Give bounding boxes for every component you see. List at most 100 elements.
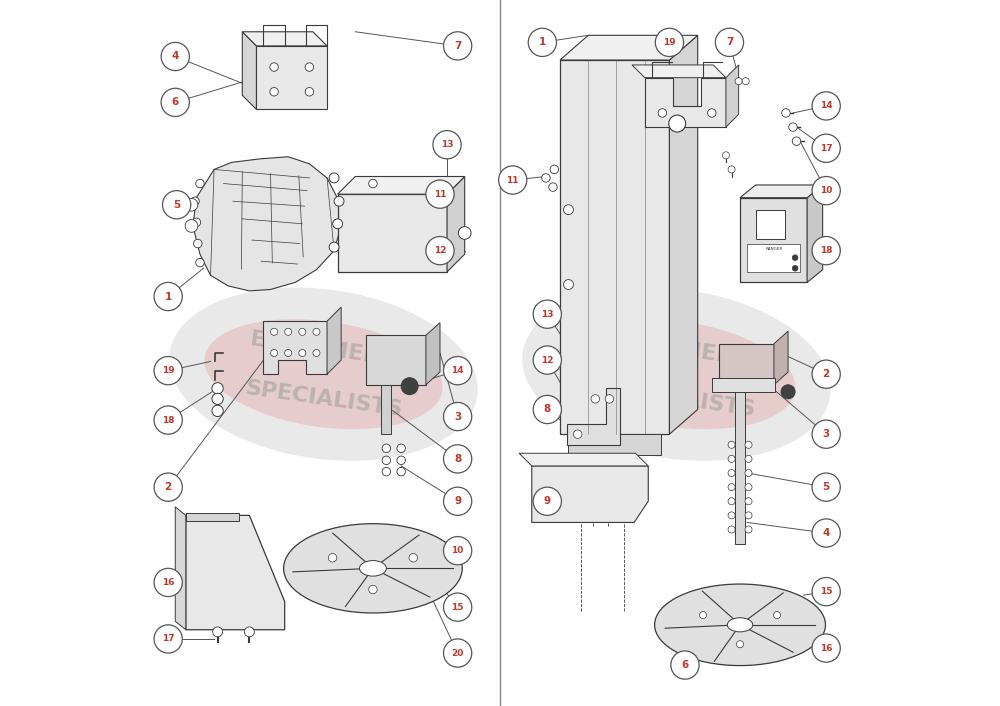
Circle shape xyxy=(313,328,320,335)
Text: 6: 6 xyxy=(172,97,179,107)
Polygon shape xyxy=(532,466,648,522)
Ellipse shape xyxy=(557,319,796,429)
Circle shape xyxy=(781,385,795,399)
Polygon shape xyxy=(726,65,739,127)
Text: 16: 16 xyxy=(820,644,832,652)
Circle shape xyxy=(313,349,320,357)
Circle shape xyxy=(528,28,556,56)
Ellipse shape xyxy=(169,287,478,461)
Circle shape xyxy=(213,627,223,637)
Circle shape xyxy=(444,487,472,515)
Polygon shape xyxy=(193,157,341,291)
Circle shape xyxy=(426,237,454,265)
Circle shape xyxy=(533,300,561,328)
Text: 18: 18 xyxy=(820,246,832,255)
Circle shape xyxy=(737,641,744,648)
Circle shape xyxy=(191,197,199,205)
Circle shape xyxy=(444,537,472,565)
FancyBboxPatch shape xyxy=(381,385,391,434)
Circle shape xyxy=(244,627,254,637)
Circle shape xyxy=(401,378,418,395)
Text: 4: 4 xyxy=(822,528,830,538)
Circle shape xyxy=(299,328,306,335)
Circle shape xyxy=(728,526,735,533)
Circle shape xyxy=(161,42,189,71)
Circle shape xyxy=(533,346,561,374)
Circle shape xyxy=(154,625,182,653)
Polygon shape xyxy=(263,321,327,374)
Circle shape xyxy=(433,131,461,159)
Text: 16: 16 xyxy=(162,578,174,587)
Circle shape xyxy=(789,123,797,131)
Text: 12: 12 xyxy=(541,356,554,364)
Text: 20: 20 xyxy=(451,649,464,657)
Circle shape xyxy=(444,357,472,385)
Circle shape xyxy=(658,109,667,117)
Ellipse shape xyxy=(284,524,462,613)
Polygon shape xyxy=(560,60,669,434)
Circle shape xyxy=(549,183,557,191)
Circle shape xyxy=(185,220,198,232)
Polygon shape xyxy=(447,176,465,272)
Circle shape xyxy=(728,441,735,448)
Polygon shape xyxy=(327,307,341,374)
Circle shape xyxy=(212,393,223,405)
Circle shape xyxy=(271,349,278,357)
Circle shape xyxy=(382,456,391,465)
Circle shape xyxy=(533,395,561,424)
Text: 11: 11 xyxy=(506,176,519,184)
Circle shape xyxy=(564,205,573,215)
Text: 7: 7 xyxy=(726,37,733,47)
Circle shape xyxy=(728,455,735,462)
Circle shape xyxy=(533,487,561,515)
Circle shape xyxy=(745,469,752,477)
Polygon shape xyxy=(426,323,440,385)
Circle shape xyxy=(742,78,749,85)
Circle shape xyxy=(333,219,343,229)
Circle shape xyxy=(397,467,405,476)
Circle shape xyxy=(550,165,559,174)
Circle shape xyxy=(812,360,840,388)
FancyBboxPatch shape xyxy=(735,385,745,544)
Circle shape xyxy=(728,484,735,491)
Polygon shape xyxy=(774,331,788,385)
Circle shape xyxy=(334,196,344,206)
Text: SPECIALISTS: SPECIALISTS xyxy=(244,378,403,420)
Circle shape xyxy=(812,92,840,120)
Polygon shape xyxy=(338,176,465,194)
Circle shape xyxy=(669,115,686,132)
Circle shape xyxy=(270,63,278,71)
Text: 19: 19 xyxy=(663,38,676,47)
Circle shape xyxy=(728,512,735,519)
Text: 1: 1 xyxy=(165,292,172,301)
Circle shape xyxy=(369,179,377,188)
Circle shape xyxy=(328,554,337,562)
Circle shape xyxy=(382,467,391,476)
Text: 13: 13 xyxy=(541,310,554,318)
Text: 10: 10 xyxy=(451,546,464,555)
Circle shape xyxy=(444,639,472,667)
Text: 3: 3 xyxy=(454,412,461,421)
Circle shape xyxy=(270,88,278,96)
Text: 1: 1 xyxy=(539,37,546,47)
Circle shape xyxy=(812,176,840,205)
Circle shape xyxy=(382,444,391,453)
FancyBboxPatch shape xyxy=(719,344,774,385)
Circle shape xyxy=(728,498,735,505)
Circle shape xyxy=(196,258,204,267)
Circle shape xyxy=(812,634,840,662)
Text: 14: 14 xyxy=(451,366,464,375)
Circle shape xyxy=(655,28,684,56)
Circle shape xyxy=(194,239,202,248)
Circle shape xyxy=(774,611,781,618)
Polygon shape xyxy=(256,46,327,109)
Text: 18: 18 xyxy=(162,416,174,424)
Circle shape xyxy=(444,445,472,473)
Circle shape xyxy=(299,349,306,357)
Polygon shape xyxy=(519,453,648,466)
Ellipse shape xyxy=(360,561,386,576)
Circle shape xyxy=(458,227,471,239)
Circle shape xyxy=(154,357,182,385)
Circle shape xyxy=(812,519,840,547)
Polygon shape xyxy=(669,35,698,434)
